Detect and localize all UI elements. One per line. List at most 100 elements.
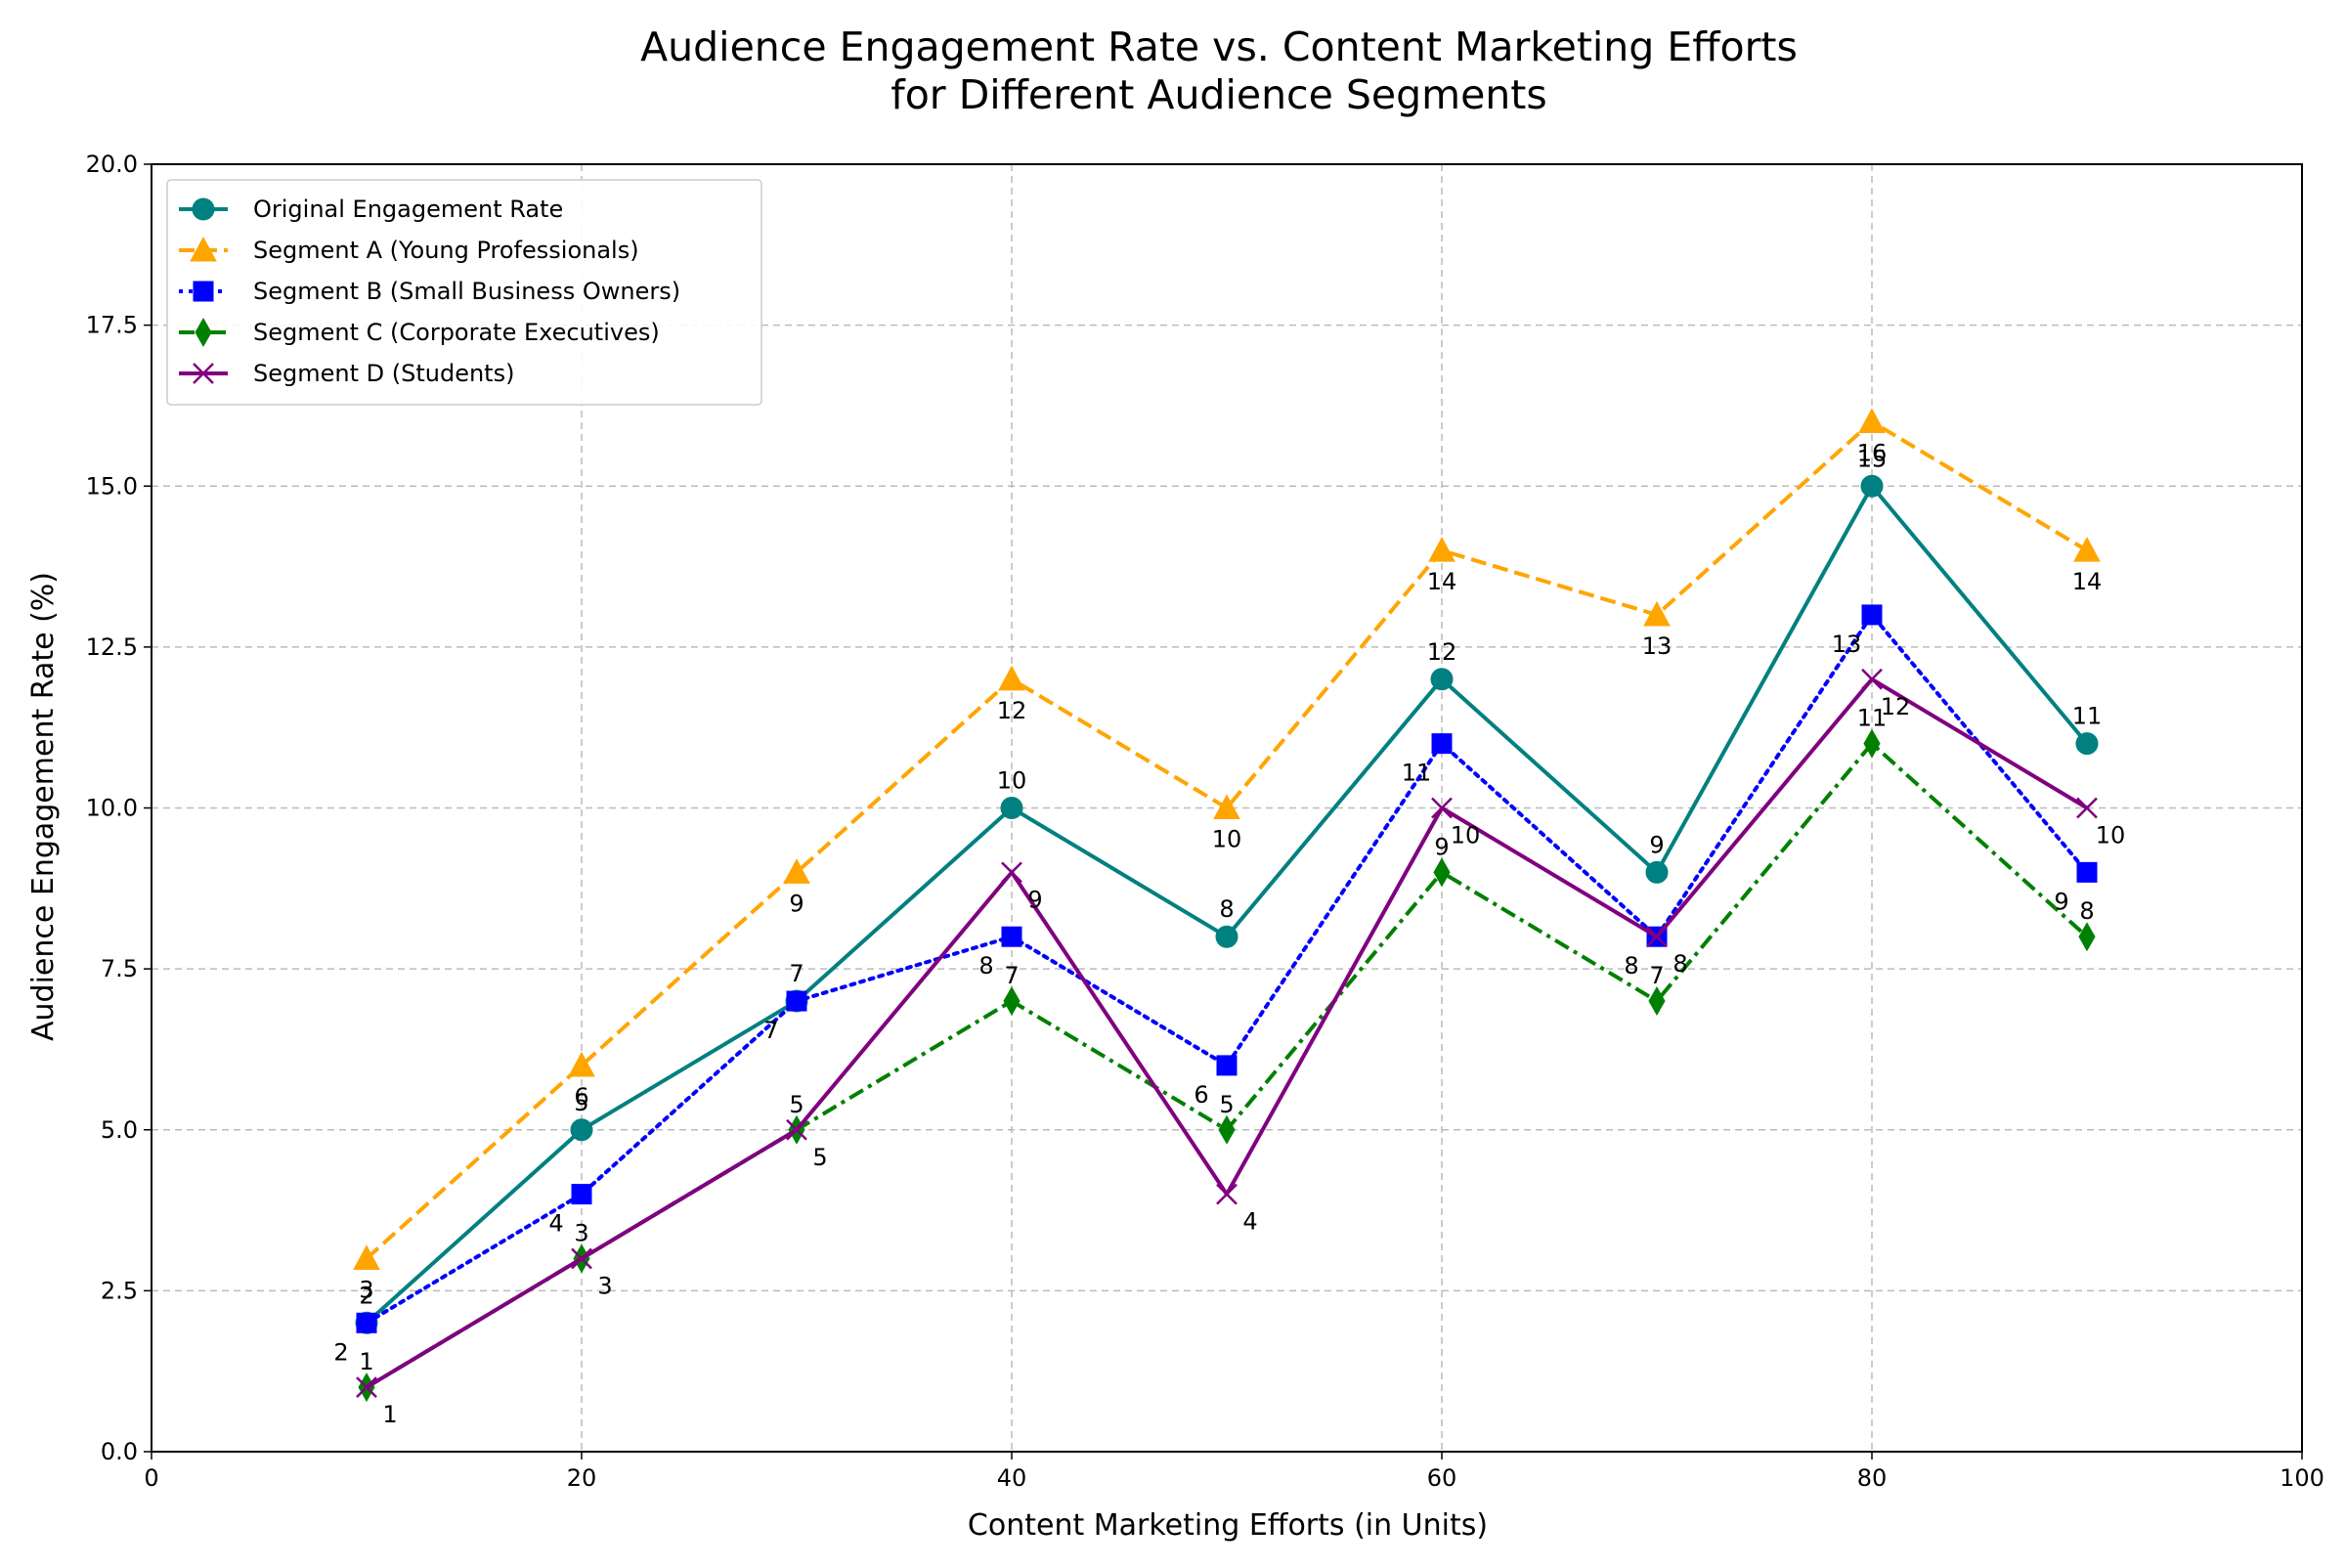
data-label: 3 xyxy=(359,1276,373,1303)
data-label: 10 xyxy=(1212,826,1242,853)
legend-label: Original Engagement Rate xyxy=(253,196,563,223)
data-point xyxy=(1000,797,1023,819)
legend-entry: Segment C (Corporate Executives) xyxy=(179,317,660,348)
legend-label: Segment C (Corporate Executives) xyxy=(253,319,660,346)
x-tick-label: 100 xyxy=(2280,1464,2324,1492)
series-4 xyxy=(358,728,2096,1403)
y-tick-label: 17.5 xyxy=(86,312,138,339)
data-label: 9 xyxy=(2054,888,2068,915)
data-label: 6 xyxy=(1194,1081,1208,1109)
data-label: 5 xyxy=(1219,1091,1234,1118)
data-label: 11 xyxy=(1857,705,1888,732)
legend-marker xyxy=(193,363,214,384)
data-label: 10 xyxy=(1451,822,1481,849)
x-tick-label: 0 xyxy=(144,1464,158,1492)
data-label: 3 xyxy=(574,1219,588,1246)
data-point xyxy=(356,1376,377,1399)
data-point xyxy=(1001,926,1022,947)
data-point xyxy=(1861,668,1883,690)
data-point xyxy=(570,1118,593,1142)
legend-marker xyxy=(192,197,215,221)
data-point xyxy=(1428,537,1455,562)
data-label: 5 xyxy=(574,1089,588,1116)
data-point xyxy=(1860,474,1884,498)
data-point xyxy=(786,990,807,1012)
series-5 xyxy=(356,668,2098,1399)
data-label: 16 xyxy=(1857,439,1888,466)
data-label: 12 xyxy=(1881,693,1911,720)
legend-marker xyxy=(190,236,217,262)
data-point xyxy=(1433,857,1451,888)
legend: Original Engagement Rate Segment A (Young… xyxy=(166,179,762,406)
data-point xyxy=(1643,600,1671,627)
legend-label: Segment B (Small Business Owners) xyxy=(253,278,680,305)
data-point xyxy=(1861,604,1883,626)
legend-entry: Original Engagement Rate xyxy=(179,196,563,223)
data-label: 8 xyxy=(1624,952,1638,980)
legend-entry: Segment B (Small Business Owners) xyxy=(179,278,680,305)
data-point xyxy=(1648,986,1666,1017)
data-label: 7 xyxy=(1004,962,1019,989)
data-label: 2 xyxy=(333,1338,348,1366)
data-label: 14 xyxy=(1427,568,1457,595)
data-label: 11 xyxy=(1402,760,1432,787)
data-point xyxy=(353,1244,380,1270)
y-tick-label: 15.0 xyxy=(86,472,138,500)
x-axis-label: Content Marketing Efforts (in Units) xyxy=(968,1508,1488,1543)
x-tick-label: 40 xyxy=(997,1464,1027,1492)
data-point xyxy=(1001,861,1022,884)
data-point xyxy=(1430,668,1454,691)
x-tick-label: 20 xyxy=(567,1464,597,1492)
data-label: 4 xyxy=(548,1210,563,1238)
data-label: 8 xyxy=(978,952,993,980)
data-label: 10 xyxy=(2096,822,2126,849)
data-label: 6 xyxy=(574,1083,588,1111)
x-tick-label: 60 xyxy=(1427,1464,1457,1492)
y-axis-label: Audience Engagement Rate (%) xyxy=(26,572,61,1041)
data-label: 14 xyxy=(2072,568,2103,595)
y-tick-label: 2.5 xyxy=(101,1277,138,1304)
data-label: 10 xyxy=(997,767,1027,795)
data-label: 7 xyxy=(789,960,804,987)
legend-label: Segment D (Students) xyxy=(253,360,514,387)
data-label: 7 xyxy=(1649,962,1664,989)
data-label: 9 xyxy=(789,890,804,917)
data-label: 1 xyxy=(359,1348,373,1375)
data-point xyxy=(1215,925,1238,948)
data-label: 13 xyxy=(1642,632,1673,660)
data-point xyxy=(2076,797,2098,819)
data-label: 1 xyxy=(382,1401,397,1428)
data-point xyxy=(1645,860,1669,884)
chart-title-line-1: Audience Engagement Rate vs. Content Mar… xyxy=(640,23,1798,70)
chart-title-line-2: for Different Audience Segments xyxy=(891,71,1546,118)
series-2 xyxy=(353,408,2101,1270)
data-point xyxy=(2075,732,2099,756)
data-label: 5 xyxy=(812,1144,827,1171)
data-point xyxy=(356,1312,377,1333)
data-label: 4 xyxy=(1242,1208,1257,1236)
data-point xyxy=(1218,1114,1236,1145)
data-label: 12 xyxy=(997,697,1027,724)
data-label: 15 xyxy=(1857,445,1888,472)
data-point xyxy=(1216,1183,1238,1205)
y-tick-label: 0.0 xyxy=(101,1438,138,1465)
data-point xyxy=(783,858,810,884)
data-label: 12 xyxy=(1427,638,1457,666)
legend-entry: Segment D (Students) xyxy=(179,360,514,387)
legend-box xyxy=(166,179,762,406)
data-point xyxy=(1431,797,1453,819)
legend-label: Segment A (Young Professionals) xyxy=(253,237,639,264)
x-tick-label: 80 xyxy=(1857,1464,1888,1492)
data-point xyxy=(571,1184,592,1205)
data-point xyxy=(571,1247,592,1270)
data-point xyxy=(998,665,1025,691)
y-tick-label: 7.5 xyxy=(101,955,138,982)
axis-ticks: 0 20 40 60 80 100 0.0 2.5 5.0 7.5 10.0 12.5 15.0 17.5… xyxy=(86,151,2324,1492)
data-label: 7 xyxy=(763,1017,778,1044)
data-point xyxy=(2073,537,2101,562)
y-tick-label: 20.0 xyxy=(86,151,138,178)
series-layer xyxy=(353,408,2101,1403)
y-tick-label: 10.0 xyxy=(86,795,138,822)
